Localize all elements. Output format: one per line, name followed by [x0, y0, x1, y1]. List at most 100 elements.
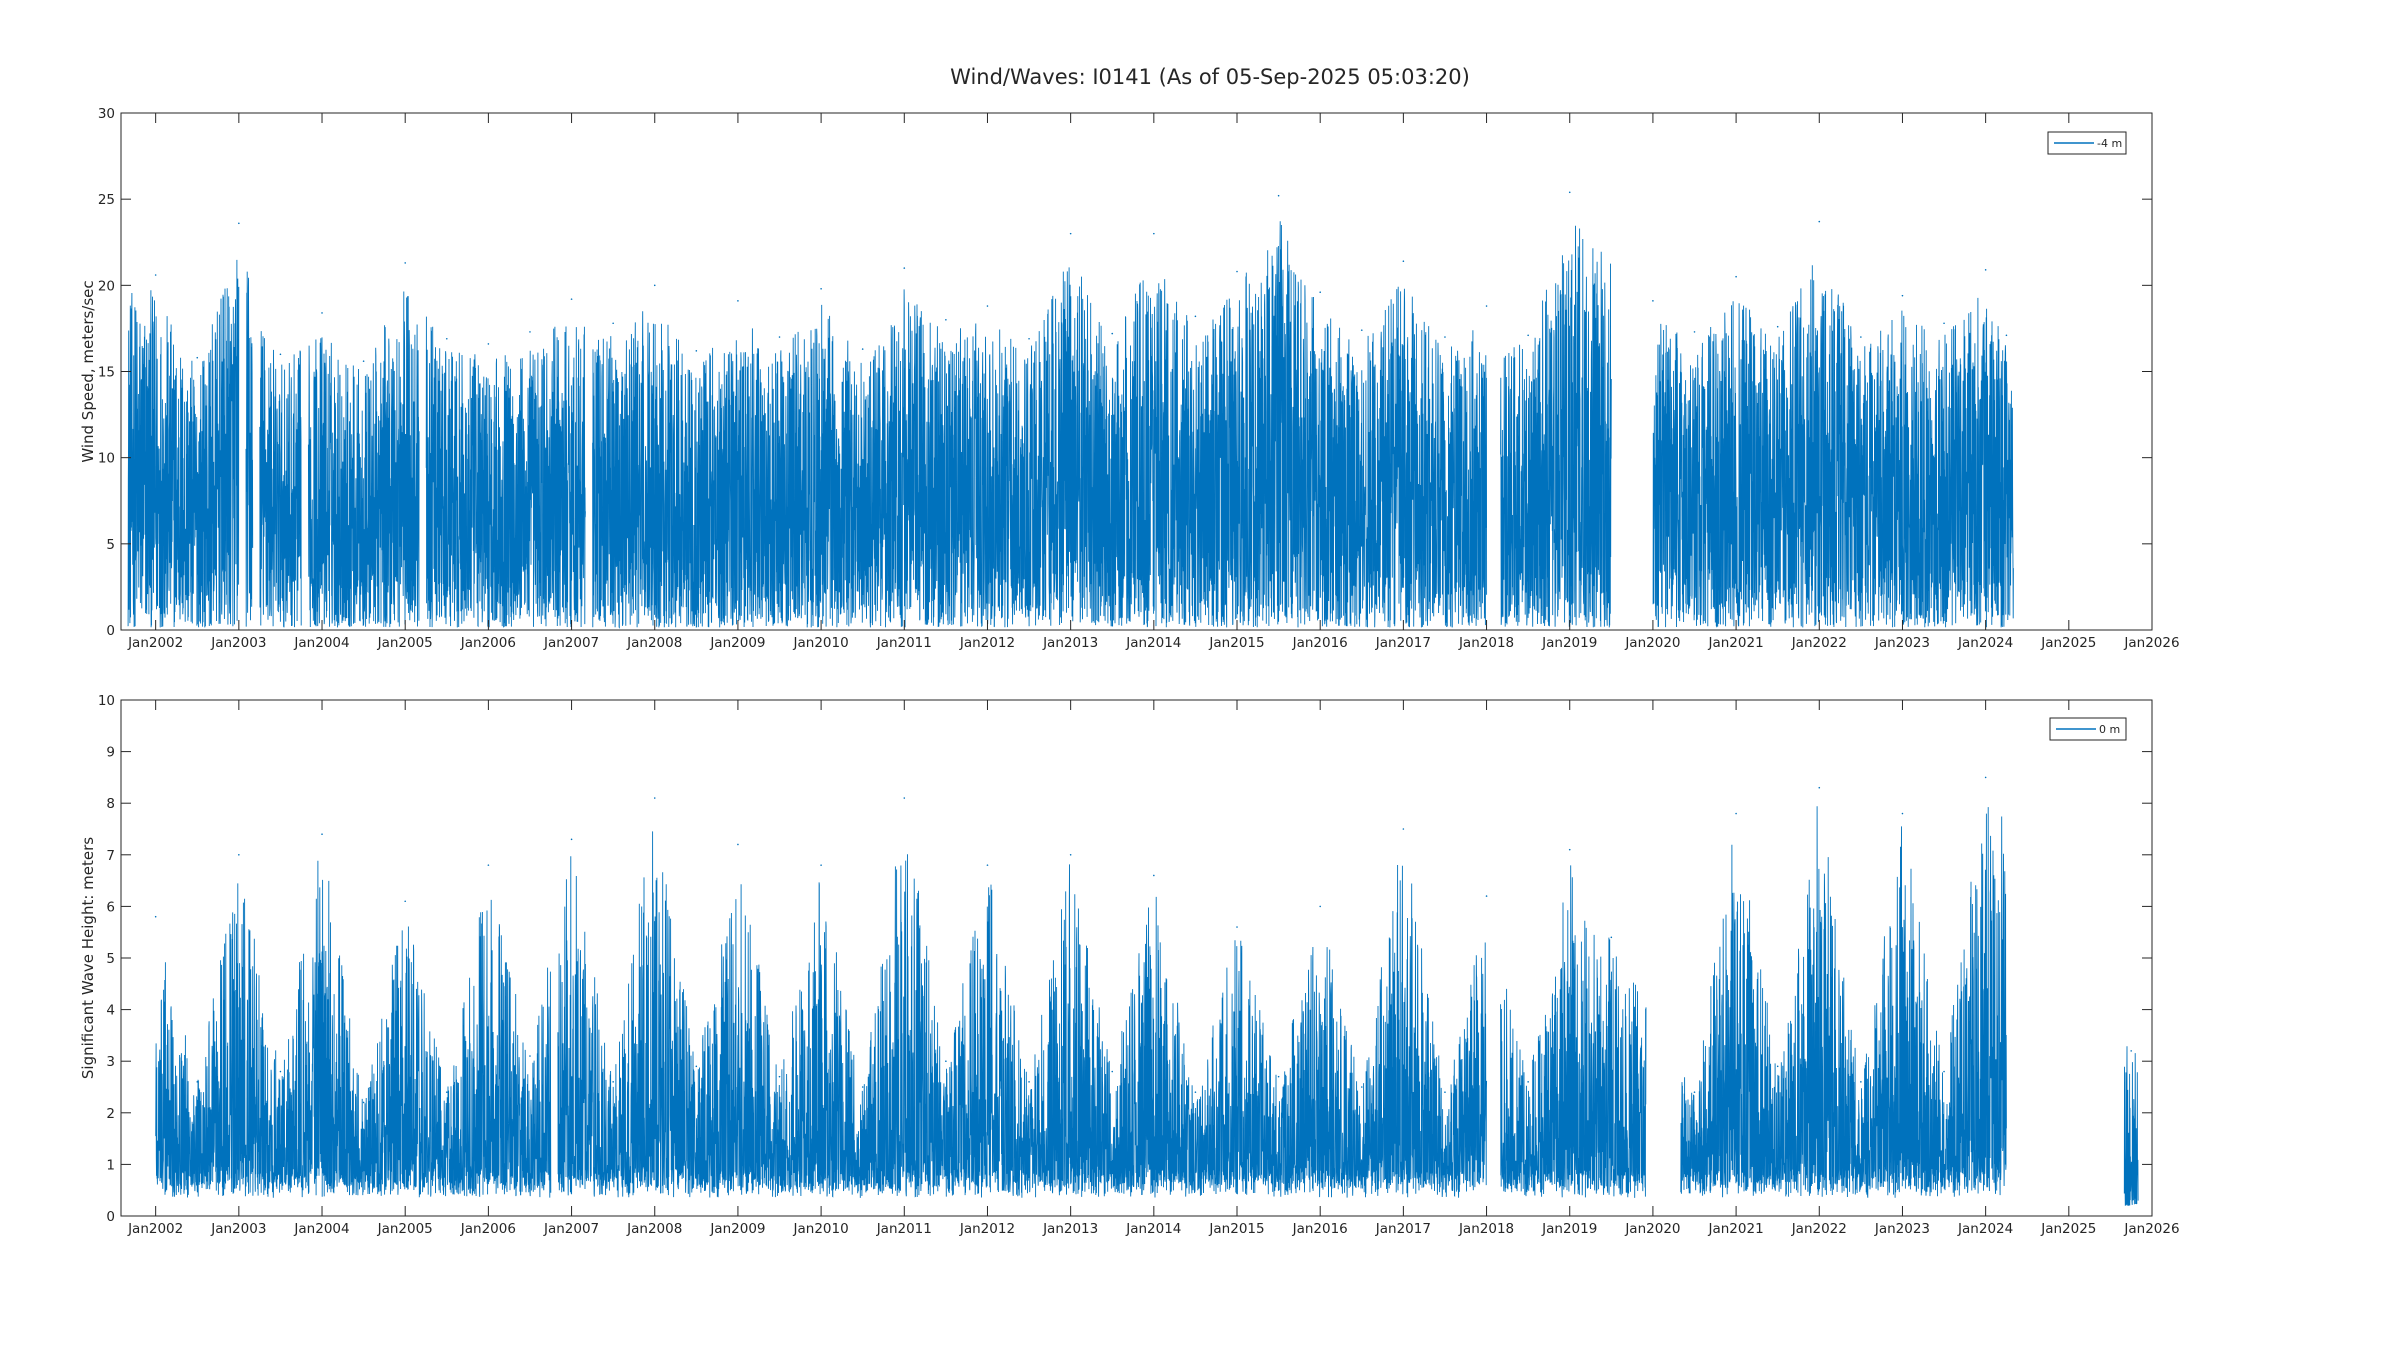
wave-height-x-tick-label: Jan2024 [1957, 1221, 2013, 1237]
wave-height-x-tick-label: Jan2019 [1541, 1221, 1597, 1237]
wave-height-data-point [321, 833, 323, 835]
wave-height-y-axis-label: Significant Wave Height: meters [79, 837, 97, 1079]
wind-speed-x-tick-label: Jan2021 [1708, 635, 1764, 651]
wind-speed-data-point [1652, 300, 1654, 302]
wind-speed-y-tick-label: 0 [106, 623, 115, 639]
wave-height-x-tick-label: Jan2009 [709, 1221, 765, 1237]
wind-speed-y-tick-label: 30 [98, 106, 115, 122]
wave-height-data-point [737, 843, 739, 846]
wind-speed-legend: -4 m [2047, 131, 2127, 155]
wind-speed-data-point [1277, 194, 1280, 197]
wave-height-data-point [1568, 848, 1571, 851]
wave-height-data-point [529, 1055, 531, 1057]
wind-speed-x-tick-label: Jan2006 [460, 635, 516, 651]
wind-speed-y-tick-label: 20 [98, 278, 115, 294]
wind-speed-x-tick-label: Jan2005 [377, 635, 433, 651]
wind-speed-data-point [1069, 232, 1072, 235]
wave-height-data-point [1194, 1091, 1197, 1093]
wave-height-x-tick-label: Jan2013 [1042, 1221, 1098, 1237]
wind-speed-data-point [1693, 331, 1696, 333]
wave-height-x-tick-label: Jan2026 [2123, 1221, 2179, 1237]
wind-speed-y-tick-label: 10 [98, 451, 115, 467]
wave-height-data-point [1028, 1081, 1030, 1083]
wave-height-axes: Jan2002 Jan2003 Jan2004 Jan2005 Jan2006 Jan20… [98, 693, 2180, 1237]
wind-speed-data-point [1360, 329, 1363, 331]
wave-height-data-point [861, 1086, 864, 1088]
wave-height-data-point [1527, 1081, 1529, 1083]
wind-speed-x-tick-label: Jan2022 [1791, 635, 1847, 651]
wind-speed-data-point [2005, 334, 2008, 337]
wind-speed-chart: Jan2002 Jan2003 Jan2004 Jan2005 Jan2006 Jan20… [79, 106, 2180, 651]
wave-height-x-tick-label: Jan2020 [1624, 1221, 1680, 1237]
wave-height-data-point [778, 1075, 781, 1078]
wind-speed-data-point [487, 343, 490, 345]
wave-height-data-point [1860, 1081, 1862, 1083]
wave-height-y-tick-label: 5 [106, 951, 115, 967]
wave-height-data-point [1984, 776, 1987, 779]
wave-height-data-point [196, 1081, 199, 1083]
wave-height-data-point [1943, 1070, 1945, 1073]
wave-height-y-tick-label: 8 [106, 796, 115, 812]
wind-speed-x-tick-label: Jan2016 [1292, 635, 1348, 651]
wind-speed-x-tick-label: Jan2014 [1125, 635, 1181, 651]
wind-speed-data-point [1444, 336, 1446, 338]
wave-height-data-point [238, 854, 240, 856]
wave-height-data-point [1485, 895, 1488, 897]
wave-height-data-point [279, 1070, 282, 1073]
wave-height-x-tick-label: Jan2015 [1208, 1221, 1264, 1237]
wave-height-y-tick-label: 2 [106, 1106, 115, 1122]
wave-height-y-tick-label: 0 [106, 1209, 115, 1225]
wave-height-x-tick-label: Jan2005 [377, 1221, 433, 1237]
wave-height-x-tick-label: Jan2014 [1125, 1221, 1181, 1237]
wind-speed-data-point [1776, 325, 1779, 328]
wave-height-data-point [1610, 936, 1613, 939]
wind-speed-x-tick-label: Jan2024 [1957, 635, 2013, 651]
wave-height-data-point [1776, 1065, 1779, 1068]
wind-speed-data-point [529, 331, 531, 333]
wave-height-x-tick-label: Jan2008 [626, 1221, 682, 1237]
wave-height-data-point [1319, 905, 1321, 908]
wind-speed-data-point [1984, 269, 1987, 271]
wind-speed-data-point [820, 287, 822, 290]
wind-speed-x-tick-label: Jan2008 [626, 635, 682, 651]
wave-height-data-point [1069, 854, 1072, 856]
wave-height-x-tick-label: Jan2006 [460, 1221, 516, 1237]
wind-speed-data-point [154, 274, 157, 276]
wave-height-data-point [1360, 1086, 1363, 1088]
wind-speed-data-point [1111, 332, 1114, 335]
wind-speed-data-point [1818, 220, 1821, 223]
wind-speed-y-tick-label: 15 [98, 365, 115, 381]
wave-height-data-point [1236, 926, 1238, 928]
wind-speed-x-tick-label: Jan2015 [1208, 635, 1264, 651]
wind-speed-y-tick-label: 5 [106, 537, 115, 553]
wave-height-series-line [155, 806, 2139, 1206]
wind-speed-data-point [1568, 191, 1571, 194]
wave-height-data-point [903, 797, 906, 799]
wind-speed-data-point [1028, 337, 1030, 340]
wind-speed-data-point [1319, 291, 1321, 294]
wind-speed-data-point [861, 348, 864, 350]
wind-speed-data-point [945, 319, 947, 321]
wave-height-x-tick-label: Jan2025 [2040, 1221, 2096, 1237]
wind-speed-x-tick-label: Jan2017 [1375, 635, 1431, 651]
wind-speed-data-point [404, 262, 407, 264]
wind-speed-data-point [778, 336, 781, 338]
wave-height-legend-entry: 0 m [2099, 723, 2120, 736]
wind-speed-data-point [903, 267, 906, 269]
wind-speed-x-tick-label: Jan2010 [793, 635, 849, 651]
wind-speed-x-tick-label: Jan2002 [127, 635, 183, 651]
wind-speed-data-point [737, 300, 739, 302]
wind-speed-data-point [1194, 315, 1197, 318]
wave-height-x-tick-label: Jan2021 [1708, 1221, 1764, 1237]
wind-speed-data-point [695, 350, 698, 352]
wind-speed-data-point [1485, 305, 1488, 307]
wind-speed-x-tick-label: Jan2011 [876, 635, 932, 651]
wave-height-x-tick-label: Jan2017 [1375, 1221, 1431, 1237]
wave-height-x-tick-label: Jan2004 [293, 1221, 349, 1237]
wave-height-data-point [362, 1101, 365, 1104]
wave-height-plot-area [154, 776, 2139, 1206]
wind-speed-y-axis-label: Wind Speed, meters/sec [79, 280, 97, 462]
wind-speed-data-point [1901, 294, 1904, 297]
figure-title: Wind/Waves: I0141 (As of 05-Sep-2025 05:… [950, 65, 1470, 89]
wind-speed-data-point [570, 298, 573, 300]
